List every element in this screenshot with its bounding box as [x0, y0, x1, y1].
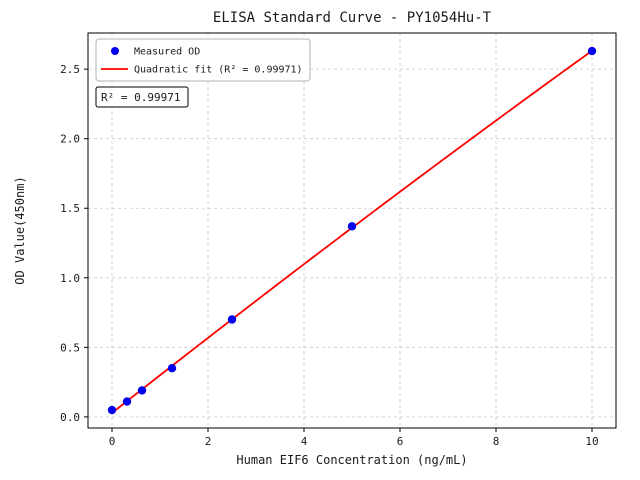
x-tick-label: 4: [301, 435, 308, 448]
data-point: [587, 46, 597, 56]
x-tick-label: 0: [109, 435, 116, 448]
data-point: [107, 405, 117, 415]
data-point: [137, 386, 147, 395]
data-point: [347, 222, 357, 231]
x-tick-label: 10: [585, 435, 598, 448]
y-tick-label: 0.0: [60, 411, 80, 424]
measured-od-points: [107, 46, 597, 415]
x-tick-label: 2: [205, 435, 212, 448]
grid-lines: [88, 33, 616, 428]
legend-label-measured-od: Measured OD: [134, 47, 200, 58]
data-point: [122, 397, 132, 406]
y-axis-label: OD Value(450nm): [13, 176, 27, 284]
y-tick-label: 0.5: [60, 341, 80, 354]
x-axis-label: Human EIF6 Concentration (ng/mL): [236, 453, 467, 467]
axis-ticks: [84, 68, 593, 432]
legend: Measured OD Quadratic fit (R² = 0.99971): [95, 38, 311, 82]
annotation-text: R² = 0.99971: [101, 91, 180, 104]
y-tick-label: 2.0: [60, 133, 80, 146]
legend-label-quadratic-fit: Quadratic fit (R² = 0.99971): [134, 65, 303, 76]
annotation-box: [95, 86, 189, 108]
y-tick-label: 1.0: [60, 272, 80, 285]
x-tick-label: 6: [397, 435, 404, 448]
y-tick-label: 1.5: [60, 202, 80, 215]
x-tick-label: 8: [493, 435, 500, 448]
y-tick-label: 2.5: [60, 63, 80, 76]
legend-marker-point-icon: [111, 47, 119, 55]
plot-border: [87, 32, 617, 429]
r-squared-annotation: R² = 0.99971: [95, 86, 189, 108]
chart-title: ELISA Standard Curve - PY1054Hu-T: [213, 10, 492, 26]
data-point: [227, 315, 237, 324]
tick-labels: 0 2 4 6 8 10 0.0 0.5 1.0 1.5 2.0 2.5: [60, 63, 599, 448]
legend-box: [95, 38, 311, 82]
data-point: [167, 363, 177, 373]
